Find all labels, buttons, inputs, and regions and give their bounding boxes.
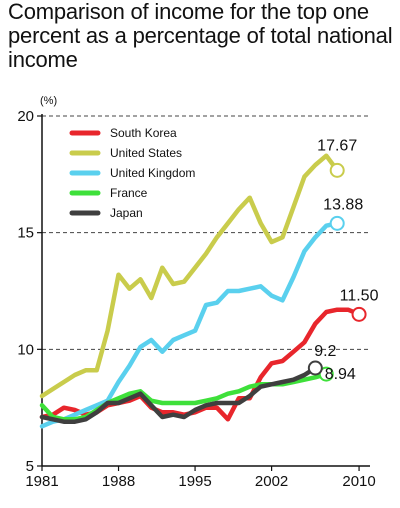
legend: South Korea United States United Kingdom Fr…	[69, 126, 195, 220]
chart-title: Comparison of income for the top one per…	[8, 0, 393, 72]
y-tick-label-15: 15	[17, 225, 34, 242]
end-marker-united-states	[329, 162, 345, 178]
x-tick-label-1981: 1981	[25, 473, 58, 490]
x-tick-label-2002: 2002	[255, 473, 288, 490]
grid-lines	[42, 115, 370, 350]
y-tick-label-20: 20	[17, 108, 34, 125]
end-marker-france	[318, 366, 334, 382]
end-value-label-south-korea: 11.50	[340, 287, 379, 304]
y-tick-label-5: 5	[26, 458, 34, 475]
y-tick-labels: 5 10 15 20	[17, 108, 42, 475]
legend-label-france: France	[110, 186, 148, 200]
end-value-label-france: 8.94	[325, 366, 356, 383]
legend-label-japan: Japan	[110, 206, 143, 220]
legend-label-united-kingdom: United Kingdom	[110, 166, 195, 180]
end-markers: 11.50 17.67 13.88 8.94 9.2	[307, 137, 379, 383]
x-tick-label-2010: 2010	[342, 473, 375, 490]
end-value-label-japan: 9.2	[314, 343, 336, 360]
series-line-japan	[39, 365, 318, 424]
x-tick-label-1995: 1995	[178, 473, 211, 490]
y-axis-unit-label: (%)	[40, 95, 57, 107]
y-tick-label-10: 10	[17, 341, 34, 358]
legend-label-united-states: United States	[110, 146, 182, 160]
series-line-united-kingdom	[39, 221, 340, 429]
end-value-label-united-states: 17.67	[317, 137, 357, 154]
legend-label-south-korea: South Korea	[110, 126, 177, 140]
x-tick-labels: 1981 1988 1995 2002 2010	[25, 466, 376, 490]
end-value-label-united-kingdom: 13.88	[323, 196, 363, 213]
series-lines	[39, 153, 362, 429]
end-marker-japan	[307, 360, 323, 376]
x-tick-label-1988: 1988	[102, 473, 135, 490]
series-line-united-states	[39, 153, 340, 399]
end-marker-united-kingdom	[329, 215, 345, 231]
end-marker-south-korea	[351, 306, 367, 322]
